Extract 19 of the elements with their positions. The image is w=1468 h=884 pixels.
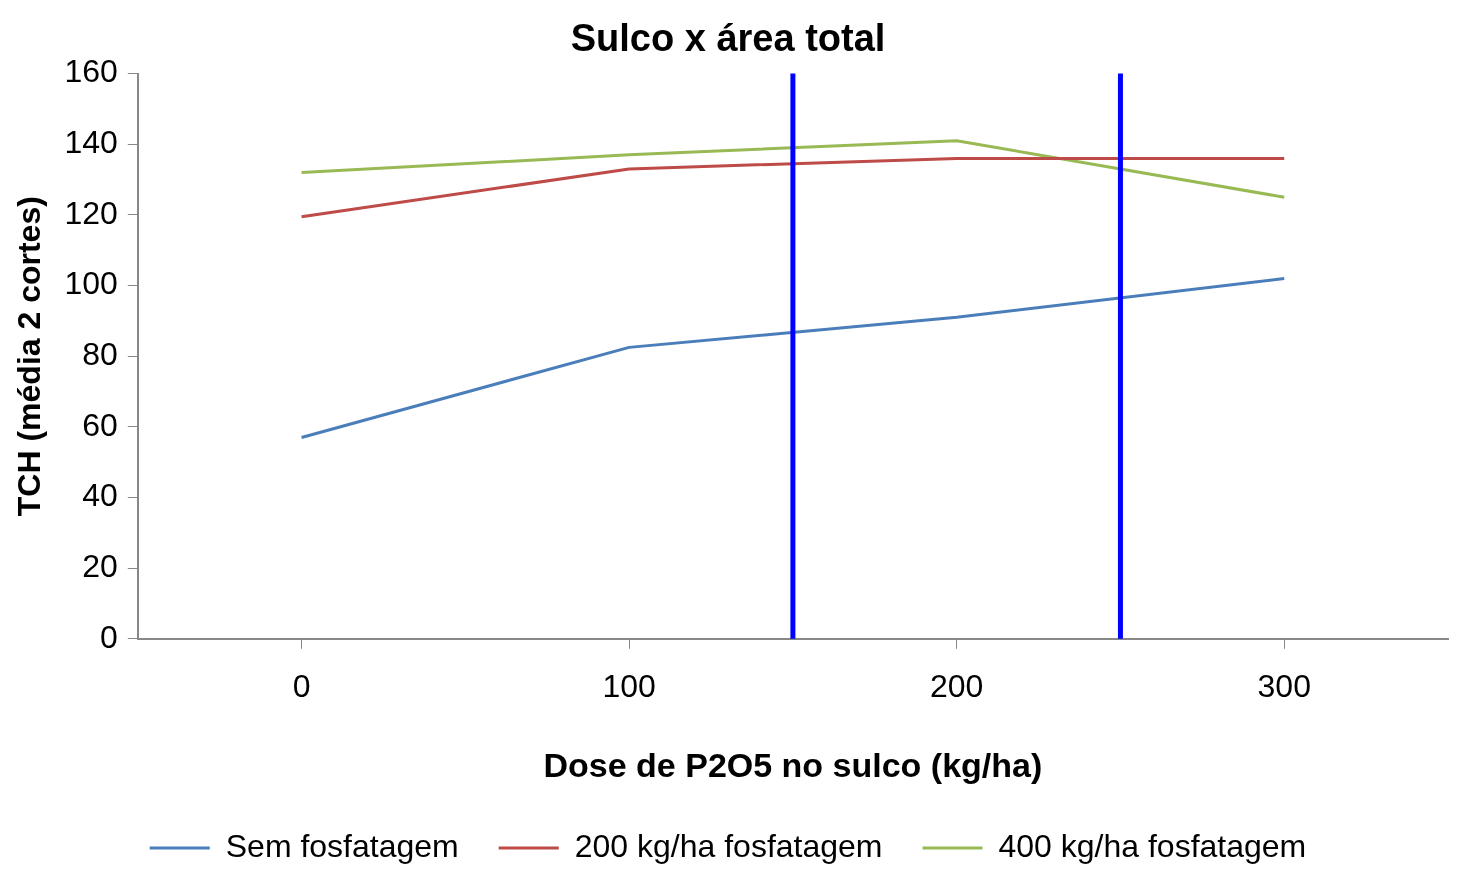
x-tick-label: 200 <box>929 667 984 704</box>
y-tick-label: 80 <box>82 336 118 373</box>
y-tick-label: 40 <box>82 477 118 514</box>
y-tick-label: 120 <box>64 194 118 231</box>
y-tick-label: 140 <box>64 124 118 161</box>
y-tick-label: 0 <box>99 618 118 655</box>
x-tick-label: 100 <box>602 667 656 704</box>
x-tick-label: 0 <box>292 667 311 704</box>
y-axis-title: TCH (média 2 cortes) <box>11 196 48 517</box>
chart-title: Sulco x área total <box>570 17 886 60</box>
legend-label: 200 kg/ha fosfatagem <box>574 827 883 864</box>
y-tick-label: 160 <box>64 53 118 90</box>
y-tick-label: 60 <box>82 406 118 443</box>
legend-label: Sem fosfatagem <box>225 827 459 864</box>
legend-label: 400 kg/ha fosfatagem <box>998 827 1307 864</box>
y-tick-label: 100 <box>64 265 118 302</box>
x-tick-label: 300 <box>1257 667 1311 704</box>
x-axis-title: Dose de P2O5 no sulco (kg/ha) <box>543 745 1043 784</box>
y-tick-label: 20 <box>82 547 118 584</box>
